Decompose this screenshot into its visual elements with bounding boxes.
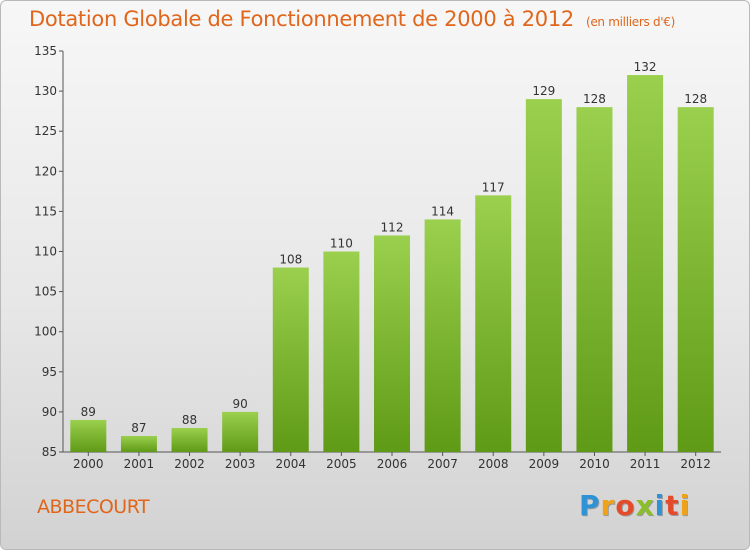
y-tick-label: 90 [42,405,57,419]
bar [424,219,461,452]
bar [323,251,360,452]
x-tick-label: 2010 [579,457,610,471]
chart-title: Dotation Globale de Fonctionnement de 20… [29,7,675,31]
y-tick-label: 115 [34,204,57,218]
proxiti-logo: Proxiti [579,489,690,522]
x-tick-label: 2000 [73,457,104,471]
bar-value-label: 110 [330,237,353,251]
bar [374,235,410,452]
y-tick-label: 120 [34,164,57,178]
logo-letter: P [579,489,601,522]
bar-value-label: 117 [482,180,505,194]
place-name: ABBECOURT [37,496,150,518]
bar-value-label: 128 [684,92,707,106]
bar [525,99,562,453]
bar-value-label: 128 [583,92,606,106]
y-tick-label: 125 [34,124,57,138]
bar [222,411,259,452]
y-tick-label: 95 [42,365,57,379]
bar [677,107,714,452]
bar-value-label: 108 [279,253,302,267]
bar [120,435,157,452]
logo-letter: i [654,489,666,522]
bar [576,107,613,452]
data-labels: 89 87 88 90 108 110 112 114 117 129 128 132 128 [81,60,707,435]
axes: 85 90 95 100 105 110 115 120 125 130 135 2000 2001 20… [34,44,721,471]
y-tick-label: 110 [34,245,57,259]
y-tick-label: 135 [34,44,57,58]
bar-value-label: 112 [381,220,404,234]
x-tick-label: 2003 [225,457,256,471]
bar [272,267,309,452]
logo-letter: x [635,489,655,522]
y-tick-label: 105 [34,285,57,299]
x-tick-label: 2008 [478,457,509,471]
y-tick-label: 100 [34,325,57,339]
bar [627,75,664,452]
x-tick-label: 2005 [326,457,357,471]
bars [70,75,714,453]
logo-letter: r [600,489,616,522]
logo-letter: o [615,489,636,522]
x-tick-label: 2002 [174,457,205,471]
x-tick-label: 2012 [680,457,711,471]
x-tick-label: 2011 [630,457,661,471]
bar-value-label: 87 [131,421,146,435]
bar-value-label: 132 [634,60,657,74]
chart-title-text: Dotation Globale de Fonctionnement de 20… [29,7,574,31]
bar [70,419,107,452]
bar-value-label: 88 [182,413,197,427]
bar-value-label: 129 [532,84,555,98]
x-tick-label: 2001 [124,457,155,471]
bar-value-label: 90 [233,397,248,411]
x-tick-label: 2009 [529,457,560,471]
bar-value-label: 89 [81,405,96,419]
bar [475,195,512,453]
y-tick-label: 130 [34,84,57,98]
x-tick-label: 2004 [275,457,306,471]
x-tick-label: 2007 [427,457,458,471]
chart-subtitle: (en milliers d'€) [585,15,675,29]
logo-letter: i [679,489,691,522]
x-tick-label: 2006 [377,457,408,471]
bar-value-label: 114 [431,204,454,218]
bar [171,427,208,452]
logo-letter: t [665,489,680,522]
y-tick-label: 85 [42,445,57,459]
